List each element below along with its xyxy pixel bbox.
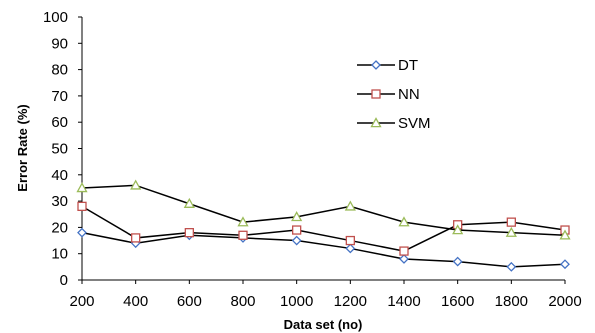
- series-line-nn: [81, 205, 566, 252]
- y-tick-label: 30: [51, 193, 68, 210]
- data-point-dt: [291, 235, 302, 246]
- data-point-nn: [345, 235, 355, 246]
- x-tick-labels: 200 400 600 800 1000 1200 1400 1600 1800 2000: [69, 293, 581, 310]
- data-point-svm: [130, 179, 142, 190]
- y-axis-title: Error Rate (%): [15, 104, 30, 191]
- series-line-svm: [81, 184, 566, 237]
- data-point-svm: [559, 229, 571, 240]
- y-tick-label: 10: [51, 246, 68, 263]
- series-group: [76, 179, 571, 272]
- data-point-svm: [76, 182, 88, 193]
- data-point-nn: [506, 217, 516, 227]
- x-tick-label: 1400: [387, 293, 420, 310]
- x-tick-label: 800: [230, 293, 255, 310]
- data-point-nn: [184, 228, 194, 238]
- legend-label-dt: DT: [398, 57, 418, 74]
- data-point-dt: [77, 227, 87, 238]
- data-point-nn: [238, 230, 248, 240]
- y-tick-label: 80: [51, 62, 68, 79]
- data-point-dt: [399, 254, 409, 264]
- legend-marker-nn: [371, 89, 381, 99]
- data-point-svm: [237, 216, 249, 227]
- x-tick-label: 200: [69, 293, 94, 310]
- data-point-nn: [77, 201, 87, 212]
- x-tick-label: 600: [177, 293, 202, 310]
- x-tick-label: 1000: [280, 293, 313, 310]
- data-point-svm: [291, 211, 303, 222]
- data-point-dt: [345, 243, 356, 254]
- x-tick-label: 1200: [334, 293, 367, 310]
- data-point-svm: [344, 200, 356, 211]
- legend-item-svm: SVM: [357, 115, 431, 132]
- data-point-nn: [292, 225, 302, 235]
- data-point-dt: [506, 261, 517, 272]
- legend: DT NN SVM: [357, 57, 431, 132]
- y-tick-label: 40: [51, 167, 68, 184]
- y-tick-label: 0: [60, 272, 68, 289]
- data-point-dt: [560, 259, 570, 270]
- series-line-dt: [81, 231, 566, 268]
- data-point-svm: [183, 197, 195, 208]
- x-tick-label: 1800: [495, 293, 528, 310]
- y-tick-labels: 0 10 20 30 40 50 60 70 80 90 100: [43, 9, 68, 289]
- y-tick-label: 100: [43, 9, 68, 26]
- x-tick-label: 400: [123, 293, 148, 310]
- x-tick-label: 1600: [441, 293, 474, 310]
- legend-item-nn: NN: [357, 86, 420, 103]
- y-tick-label: 70: [51, 88, 68, 105]
- data-point-svm: [452, 224, 464, 235]
- data-point-nn: [399, 246, 409, 256]
- data-point-nn: [131, 233, 141, 243]
- series-nn: [77, 201, 570, 256]
- legend-label-nn: NN: [398, 86, 420, 103]
- legend-marker-svm: [370, 117, 382, 128]
- y-tick-label: 90: [51, 35, 68, 52]
- data-point-svm: [398, 216, 410, 227]
- y-tick-label: 20: [51, 219, 68, 236]
- legend-marker-dt: [371, 60, 381, 70]
- series-svm: [76, 179, 571, 240]
- legend-label-svm: SVM: [398, 115, 431, 132]
- x-axis-title: Data set (no): [284, 317, 363, 332]
- data-point-dt: [452, 256, 463, 267]
- y-tick-label: 60: [51, 114, 68, 131]
- legend-item-dt: DT: [357, 57, 418, 74]
- y-tick-label: 50: [51, 141, 68, 158]
- data-point-svm: [505, 226, 517, 237]
- x-tick-label: 2000: [548, 293, 581, 310]
